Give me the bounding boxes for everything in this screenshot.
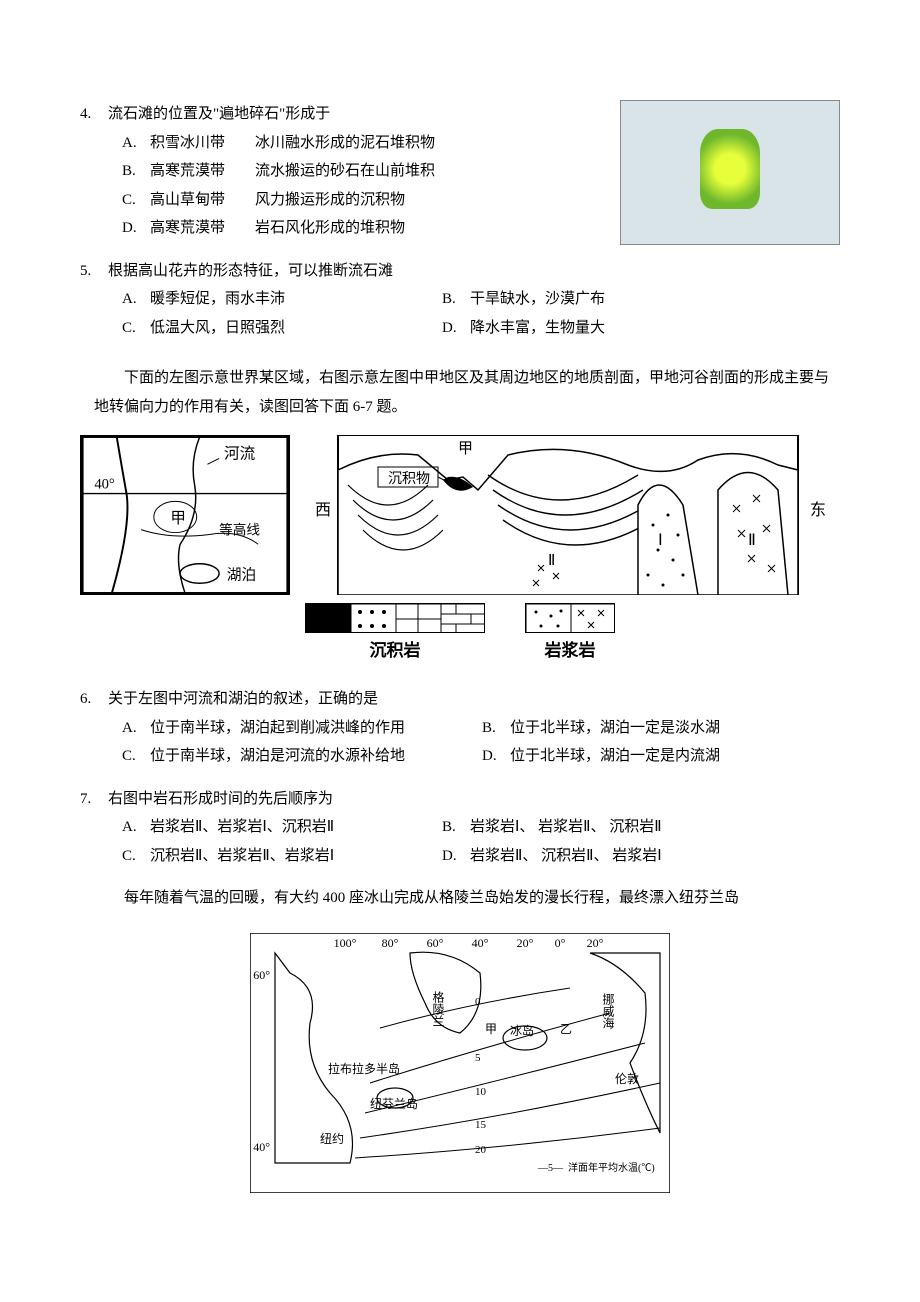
question-text: 右图中岩石形成时间的先后顺序为 [108, 785, 840, 814]
question-number: 4. [80, 100, 108, 129]
svg-text:乙: 乙 [560, 1022, 572, 1036]
svg-text:40°: 40° [94, 477, 115, 493]
svg-text:10: 10 [475, 1086, 487, 1098]
svg-text:15: 15 [475, 1119, 487, 1131]
svg-text:Ⅱ: Ⅱ [748, 532, 756, 549]
svg-text:5: 5 [475, 1052, 481, 1064]
igneous-swatch [525, 603, 615, 633]
alpine-flower-photo [620, 100, 840, 245]
svg-text:湖泊: 湖泊 [227, 566, 256, 583]
context-text-89: 每年随着气温的回暖，有大约 400 座冰山完成从格陵兰岛始发的漫长行程，最终漂入… [80, 884, 840, 913]
region-map: 河流 40° 甲 等高线 湖泊 [80, 435, 290, 595]
svg-text:100°: 100° [334, 936, 357, 950]
geology-legend: 沉积岩 岩浆岩 [80, 603, 840, 667]
question-text: 流石滩的位置及"遍地碎石"形成于 [108, 100, 610, 129]
sedimentary-swatch [305, 603, 485, 633]
option-b: B.干旱缺水，沙漠广布 [442, 285, 840, 314]
question-7: 7. 右图中岩石形成时间的先后顺序为 A.岩浆岩Ⅱ、岩浆岩Ⅰ、沉积岩Ⅱ B.岩浆… [80, 785, 840, 871]
question-5: 5. 根据高山花卉的形态特征，可以推断流石滩 A.暖季短促，雨水丰沛 B.干旱缺… [80, 257, 840, 343]
svg-text:0: 0 [475, 996, 481, 1008]
svg-text:挪威海: 挪威海 [601, 992, 615, 1028]
context-text-67: 下面的左图示意世界某区域，右图示意左图中甲地区及其周边地区的地质剖面，甲地河谷剖… [80, 364, 840, 421]
option-b: B.岩浆岩Ⅰ、 岩浆岩Ⅱ、 沉积岩Ⅱ [442, 813, 840, 842]
option-c: C.位于南半球，湖泊是河流的水源补给地 [122, 742, 482, 771]
svg-text:冰岛: 冰岛 [510, 1023, 534, 1038]
svg-text:Ⅱ: Ⅱ [548, 553, 555, 569]
svg-text:20°: 20° [587, 936, 604, 950]
question-number: 7. [80, 785, 108, 814]
option-d: D.位于北半球，湖泊一定是内流湖 [482, 742, 840, 771]
svg-text:60°: 60° [427, 936, 444, 950]
svg-text:20: 20 [475, 1144, 487, 1156]
svg-text:等高线: 等高线 [219, 522, 260, 538]
svg-text:—5—: —5— [537, 1163, 564, 1174]
option-a: A.岩浆岩Ⅱ、岩浆岩Ⅰ、沉积岩Ⅱ [122, 813, 442, 842]
svg-text:20°: 20° [517, 936, 534, 950]
svg-text:0°: 0° [555, 936, 566, 950]
svg-text:纽约: 纽约 [320, 1131, 344, 1146]
question-6: 6. 关于左图中河流和湖泊的叙述，正确的是 A.位于南半球，湖泊起到削减洪峰的作… [80, 685, 840, 771]
north-atlantic-map: 100° 80° 60° 40° 20° 0° 20° 60° 40° 0 5 … [250, 933, 670, 1193]
igneous-label: 岩浆岩 [545, 635, 596, 667]
option-c: C.低温大风，日照强烈 [122, 314, 442, 343]
svg-text:40°: 40° [472, 936, 489, 950]
svg-text:60°: 60° [253, 968, 270, 982]
svg-text:甲: 甲 [458, 441, 473, 457]
geology-diagram-row: 河流 40° 甲 等高线 湖泊 西 东 沉积物 [80, 435, 840, 595]
geology-cross-section: 西 东 沉积物 甲 [310, 435, 830, 595]
option-b: B.位于北半球，湖泊一定是淡水湖 [482, 714, 840, 743]
question-text: 根据高山花卉的形态特征，可以推断流石滩 [108, 257, 840, 286]
option-a: A.暖季短促，雨水丰沛 [122, 285, 442, 314]
option-d: D.降水丰富，生物量大 [442, 314, 840, 343]
option-d: D.岩浆岩Ⅱ、 沉积岩Ⅱ、 岩浆岩Ⅰ [442, 842, 840, 871]
svg-text:纽芬兰岛: 纽芬兰岛 [370, 1096, 418, 1111]
svg-text:Ⅰ: Ⅰ [658, 532, 663, 549]
svg-text:洋面年平均水温(℃): 洋面年平均水温(℃) [568, 1161, 655, 1174]
svg-text:40°: 40° [253, 1140, 270, 1154]
option-a: A.位于南半球，湖泊起到削减洪峰的作用 [122, 714, 482, 743]
svg-text:格陵兰: 格陵兰 [431, 989, 445, 1026]
svg-text:河流: 河流 [224, 444, 256, 462]
svg-text:拉布拉多半岛: 拉布拉多半岛 [328, 1061, 400, 1076]
option-c: C.沉积岩Ⅱ、岩浆岩Ⅱ、岩浆岩Ⅰ [122, 842, 442, 871]
question-number: 5. [80, 257, 108, 286]
svg-text:伦敦: 伦敦 [615, 1071, 639, 1086]
svg-text:东: 东 [810, 501, 826, 519]
svg-text:甲: 甲 [485, 1022, 497, 1036]
svg-text:西: 西 [315, 502, 331, 519]
question-text: 关于左图中河流和湖泊的叙述，正确的是 [108, 685, 840, 714]
svg-text:沉积物: 沉积物 [388, 471, 430, 487]
svg-text:甲: 甲 [170, 510, 186, 527]
sedimentary-label: 沉积岩 [370, 635, 421, 667]
svg-text:80°: 80° [382, 936, 399, 950]
question-number: 6. [80, 685, 108, 714]
